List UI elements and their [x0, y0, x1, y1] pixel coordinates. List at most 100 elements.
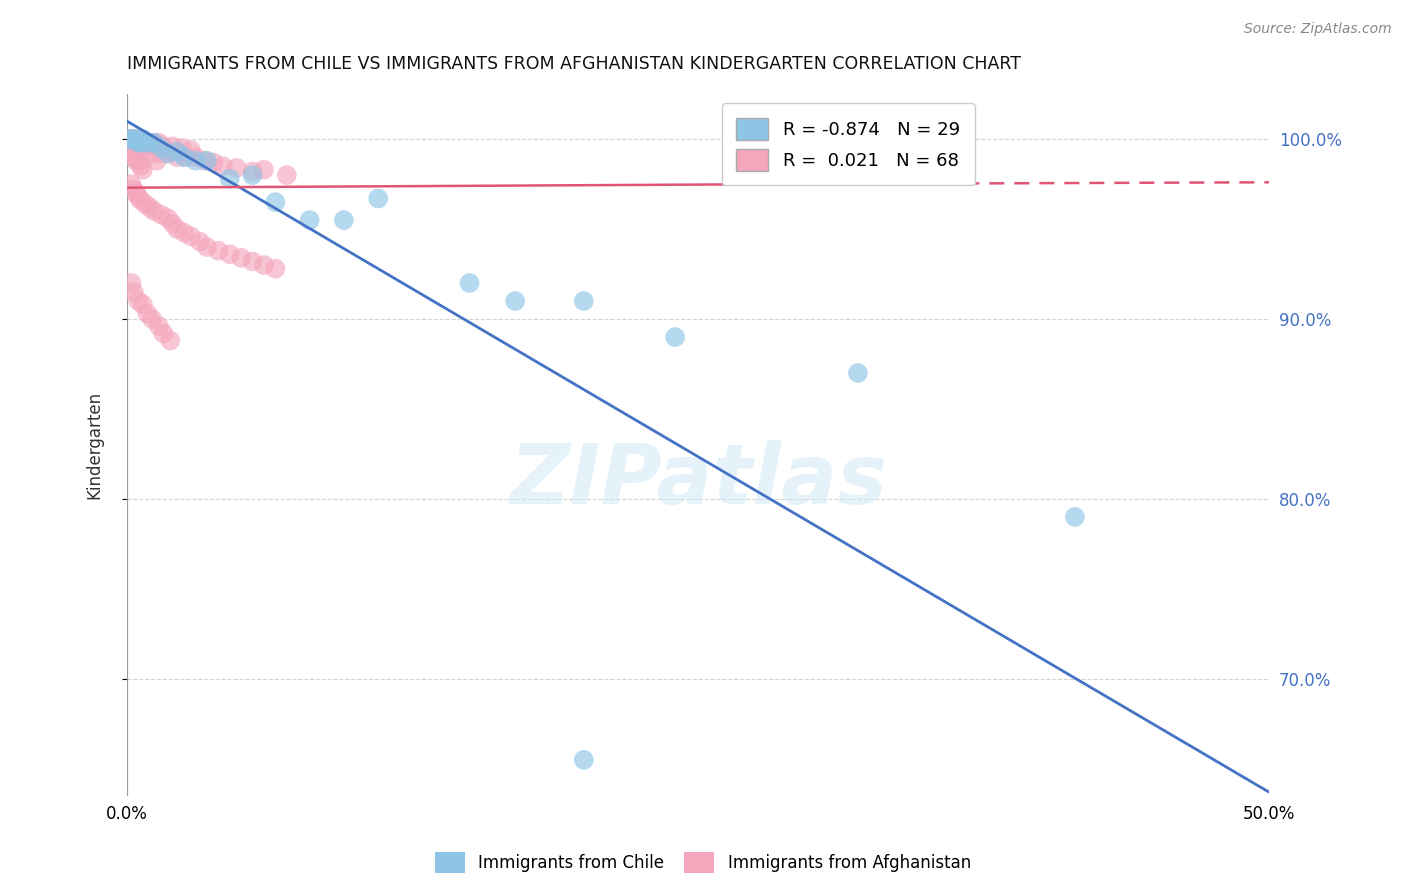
Point [143, 136, 166, 150]
Y-axis label: Kindergarten: Kindergarten [86, 391, 103, 499]
Point [127, 293, 149, 308]
Point [170, 141, 193, 155]
Point [166, 150, 188, 164]
Text: Source: ZipAtlas.com: Source: ZipAtlas.com [1244, 22, 1392, 37]
Point [125, 153, 148, 168]
Point [148, 136, 170, 150]
Point [139, 136, 162, 150]
Point [846, 366, 869, 380]
Point [298, 213, 321, 227]
Point [121, 132, 143, 146]
Point [129, 159, 152, 173]
Point [143, 204, 166, 219]
Point [572, 753, 595, 767]
Point [129, 194, 152, 208]
Point [141, 146, 163, 161]
Point [139, 201, 162, 215]
Point [202, 155, 225, 169]
Text: IMMIGRANTS FROM CHILE VS IMMIGRANTS FROM AFGHANISTAN KINDERGARTEN CORRELATION CH: IMMIGRANTS FROM CHILE VS IMMIGRANTS FROM… [127, 55, 1021, 73]
Point [134, 136, 156, 150]
Point [173, 150, 195, 164]
Point [121, 177, 143, 191]
Point [122, 132, 145, 146]
Point [225, 161, 247, 175]
Point [572, 293, 595, 308]
Point [148, 319, 170, 334]
Point [118, 132, 141, 146]
Point [121, 132, 143, 146]
Point [166, 145, 188, 159]
Point [242, 254, 264, 268]
Point [162, 217, 184, 231]
Point [136, 307, 159, 321]
Point [195, 240, 218, 254]
Point [229, 251, 252, 265]
Point [242, 168, 264, 182]
Point [152, 139, 174, 153]
Point [212, 159, 235, 173]
Point [132, 137, 155, 152]
Point [122, 285, 145, 299]
Point [157, 146, 180, 161]
Point [125, 136, 148, 150]
Point [150, 146, 173, 161]
Point [150, 141, 173, 155]
Point [188, 235, 211, 249]
Point [127, 189, 149, 203]
Point [264, 195, 287, 210]
Point [173, 226, 195, 240]
Point [264, 261, 287, 276]
Point [159, 334, 181, 348]
Point [242, 164, 264, 178]
Point [121, 276, 143, 290]
Point [143, 136, 166, 150]
Point [145, 153, 167, 168]
Point [503, 293, 526, 308]
Point [136, 139, 159, 153]
Point [132, 162, 155, 177]
Point [180, 229, 202, 244]
Point [276, 168, 298, 182]
Point [162, 139, 184, 153]
Point [139, 136, 162, 150]
Point [152, 326, 174, 341]
Point [176, 150, 198, 164]
Point [184, 153, 207, 168]
Point [122, 182, 145, 196]
Point [218, 171, 240, 186]
Point [333, 213, 356, 227]
Point [134, 197, 156, 211]
Point [194, 153, 217, 168]
Point [367, 192, 389, 206]
Point [134, 139, 156, 153]
Point [125, 186, 148, 200]
Point [184, 150, 207, 164]
Point [127, 153, 149, 168]
Point [127, 132, 149, 146]
Point [195, 153, 218, 168]
Point [180, 143, 202, 157]
Text: ZIPatlas: ZIPatlas [509, 440, 887, 521]
Legend: Immigrants from Chile, Immigrants from Afghanistan: Immigrants from Chile, Immigrants from A… [429, 846, 977, 880]
Point [132, 132, 155, 146]
Point [664, 330, 686, 344]
Point [129, 137, 152, 152]
Point [253, 258, 276, 272]
Point [218, 247, 240, 261]
Point [166, 222, 188, 236]
Legend: R = -0.874   N = 29, R =  0.021   N = 68: R = -0.874 N = 29, R = 0.021 N = 68 [721, 103, 974, 186]
Point [132, 298, 155, 312]
Point [121, 150, 143, 164]
Point [118, 132, 141, 146]
Point [207, 244, 229, 258]
Point [118, 145, 141, 159]
Point [253, 162, 276, 177]
Point [458, 276, 481, 290]
Point [122, 132, 145, 146]
Point [127, 136, 149, 150]
Point [122, 146, 145, 161]
Point [141, 312, 163, 326]
Point [129, 136, 152, 150]
Point [1064, 509, 1087, 524]
Point [157, 146, 180, 161]
